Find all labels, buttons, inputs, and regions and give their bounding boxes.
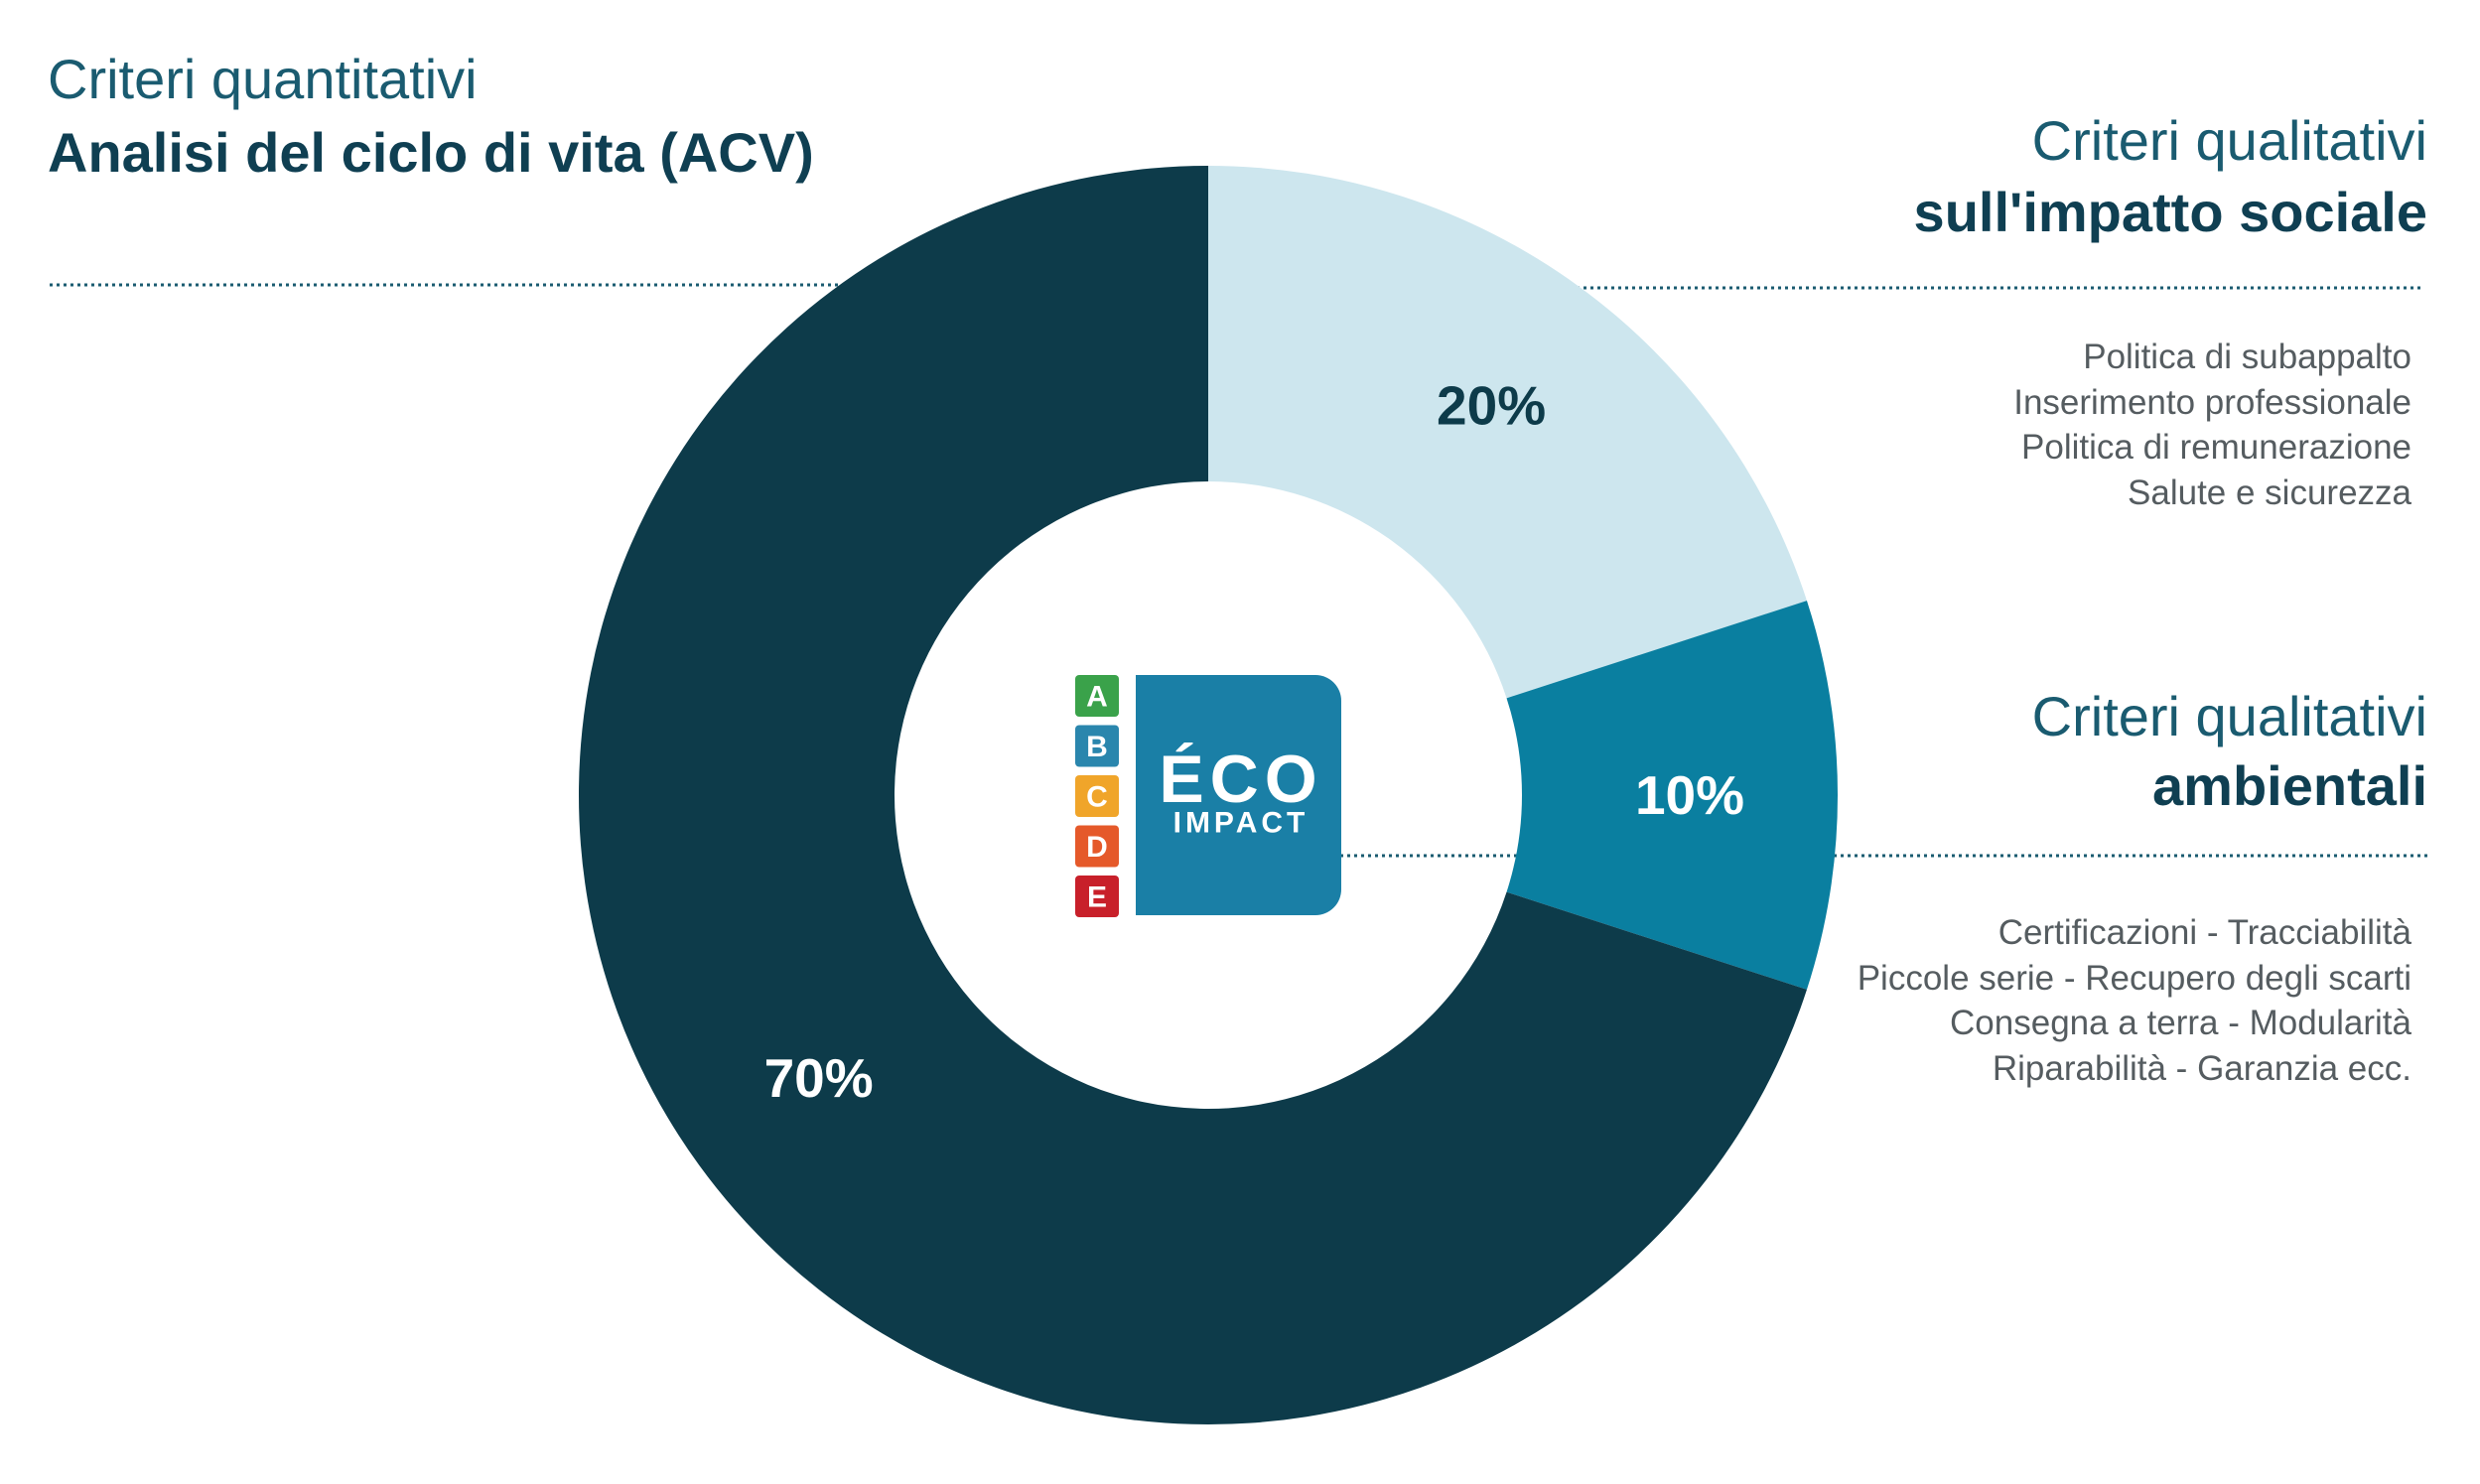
category-name: ambientali [2152,754,2427,817]
logo-subtitle: IMPACT [1173,807,1309,840]
category-note: Politica di remunerazione [2021,428,2411,467]
value-label: 10% [1635,764,1744,826]
category-kicker: Criteri qualitativi [2031,109,2427,172]
logo-box-shade [1136,675,1166,915]
category-note: Consegna a terra - Modularità [1950,1004,2411,1042]
logo-title: ÉCO [1159,742,1322,817]
logo-grade-box [1075,675,1119,717]
category-name: Analisi del ciclo di vita (ACV) [48,121,814,184]
category-kicker: Criteri qualitativi [2031,685,2427,747]
donut-slice [1506,601,1839,990]
value-label: 20% [1437,375,1546,437]
logo-grade: D [1086,831,1108,864]
value-label: 70% [764,1047,874,1109]
category-note: Riparabilità - Garanzia ecc. [1992,1048,2411,1088]
logo-grade: C [1086,781,1108,814]
category-note: Certificazioni - Tracciabilità [1998,913,2411,952]
logo-box [1136,675,1341,915]
logo-grade-box [1075,775,1119,817]
category-note: Politica di subappalto [2083,337,2411,376]
logo-grade-box [1075,825,1119,868]
logo-grade-box [1075,725,1119,767]
donut-slice [579,166,1807,1425]
logo-grade-box [1075,876,1119,917]
donut-slice [1208,166,1807,699]
logo-grade: A [1086,681,1108,714]
category-note: Inserimento professionale [2013,382,2411,422]
category-note: Piccole serie - Recupero degli scarti [1857,958,2411,998]
category-kicker: Criteri quantitativi [48,48,478,110]
logo-grade: E [1087,881,1107,914]
category-name: sull'impatto sociale [1913,181,2427,243]
category-note: Salute e sicurezza [2128,472,2411,512]
logo-grade: B [1086,731,1108,763]
